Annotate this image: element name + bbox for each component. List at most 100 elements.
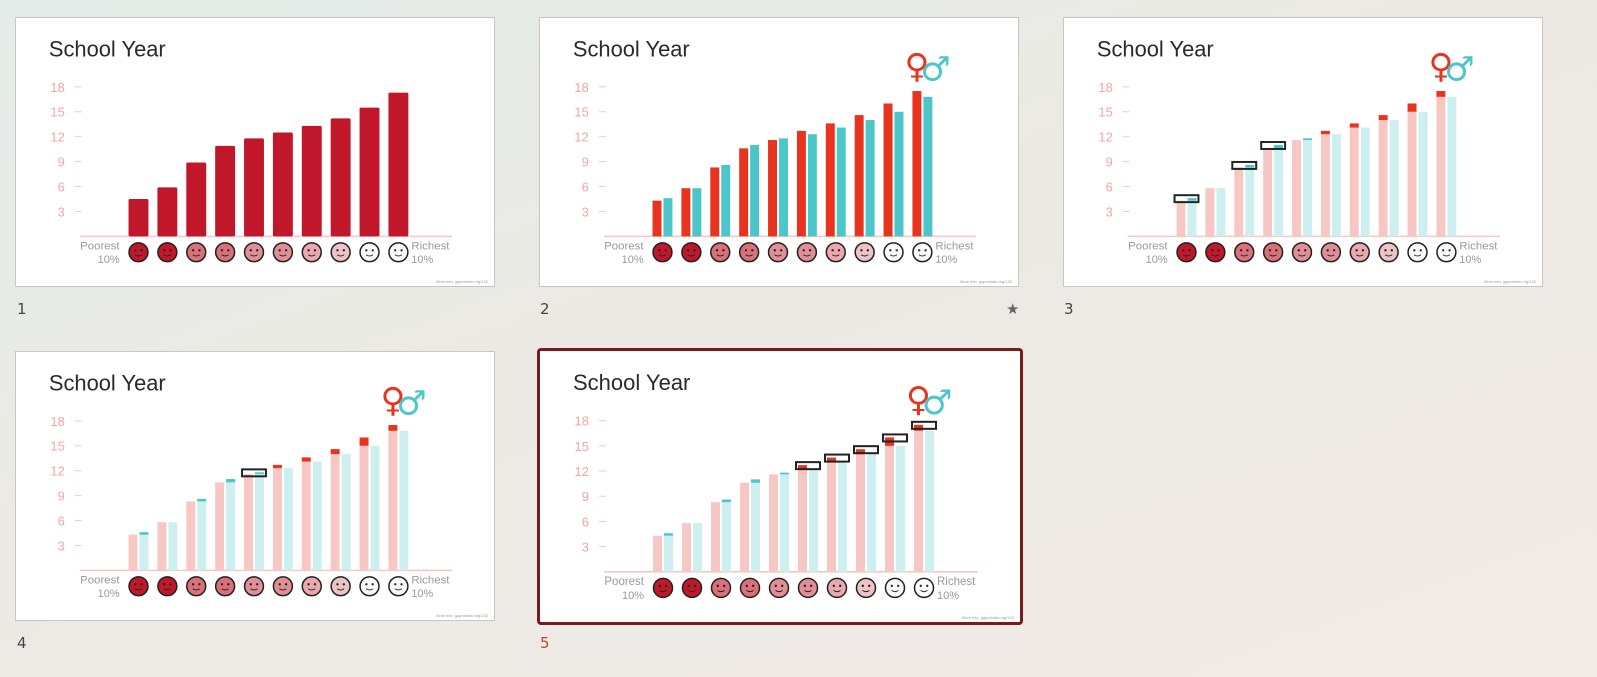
face-icon	[157, 576, 178, 597]
male-bar	[1447, 96, 1457, 237]
face-eye	[400, 583, 403, 586]
female-bar	[1263, 148, 1273, 237]
y-tick-label: 3	[58, 538, 65, 553]
face-mouth	[774, 254, 782, 257]
male-gap-bar	[664, 533, 673, 536]
female-gap-bar	[359, 437, 369, 446]
face-icon	[330, 242, 351, 263]
face-circle	[739, 577, 761, 599]
face-circle	[710, 577, 732, 599]
male-gap-bar	[751, 479, 760, 483]
bar	[272, 132, 293, 237]
male-bar	[370, 445, 380, 571]
male-bar	[692, 188, 702, 237]
face-circle	[1349, 242, 1370, 263]
male-gap-bar	[197, 498, 207, 502]
face-circle	[1205, 242, 1226, 263]
face-eye	[686, 249, 690, 252]
face-mouth	[163, 588, 172, 591]
face-eye	[897, 584, 900, 588]
face-circle	[388, 242, 409, 263]
highlight-box	[795, 461, 821, 471]
face-eye	[781, 584, 784, 588]
star-icon[interactable]: ★	[1006, 300, 1020, 318]
face-icon	[1378, 242, 1399, 263]
slide-number-2: 2	[540, 300, 550, 318]
face-mouth	[803, 254, 811, 257]
face-mouth	[833, 589, 841, 593]
face-eye	[744, 249, 748, 252]
face-eye	[723, 584, 726, 588]
male-bar	[923, 96, 933, 237]
face-eye	[694, 584, 697, 588]
richest-label: Richest	[1459, 240, 1498, 252]
face-icon	[825, 242, 846, 263]
female-gap-bar	[330, 449, 340, 455]
male-bar	[1360, 127, 1370, 237]
face-icon	[826, 577, 848, 599]
face-eye	[365, 249, 368, 252]
slide-thumbnail-3[interactable]: School Year 3 6 9 12 15 18 Poorest 10% Richest 10%…	[1063, 17, 1543, 287]
male-gap-bar	[1245, 164, 1255, 168]
face-icon	[1262, 242, 1284, 263]
face-eye	[1384, 249, 1387, 252]
female-gap-bar	[1378, 115, 1388, 121]
face-eye	[774, 584, 777, 588]
male-gap-bar	[780, 472, 789, 475]
face-eye	[773, 249, 777, 252]
face-eye	[895, 249, 898, 252]
face-eye	[140, 249, 143, 252]
face-mouth	[860, 254, 869, 257]
male-bar	[312, 461, 322, 571]
female-bar	[914, 430, 923, 572]
slide-thumbnail-4[interactable]: School Year 3 6 9 12 15 18 Poorest 10% Richest 10%…	[15, 351, 495, 621]
slide-thumbnail-5[interactable]: School Year 3 6 9 12 15 18 Poorest 10% Richest 10%…	[537, 348, 1023, 625]
male-bar	[721, 164, 731, 237]
bar	[301, 125, 322, 237]
female-gap-bar	[798, 465, 807, 469]
chart-svg: School Year 3 6 9 12 15 18 Poorest 10% Richest 10%…	[1097, 37, 1536, 284]
face-mouth	[365, 254, 374, 257]
face-icon	[854, 242, 875, 263]
face-eye	[371, 249, 374, 252]
face-eye	[919, 584, 922, 588]
face-icon	[767, 242, 789, 263]
male-gap-bar	[226, 478, 236, 483]
poorest-percent: 10%	[98, 588, 120, 600]
credit-text: More info: gapminder.org/132	[960, 279, 1012, 284]
richest-percent: 10%	[1459, 254, 1481, 266]
female-gap-bar	[1407, 103, 1417, 112]
slide-thumbnail-2[interactable]: School Year 3 6 9 12 15 18 Poorest 10% Richest 10%…	[539, 17, 1019, 287]
face-icon	[1176, 242, 1197, 263]
richest-percent: 10%	[411, 254, 433, 266]
female-bar	[1320, 134, 1330, 237]
face-icon	[388, 242, 409, 263]
face-circle	[157, 242, 178, 263]
y-tick-label: 9	[582, 489, 589, 504]
male-gap-bar	[722, 499, 731, 503]
female-bar	[128, 534, 138, 571]
slide-title: School Year	[573, 37, 690, 62]
male-bar	[226, 478, 236, 571]
face-mouth	[687, 254, 696, 257]
bar	[215, 145, 236, 237]
y-tick-label: 15	[50, 105, 64, 120]
face-circle	[1291, 242, 1313, 263]
face-eye	[664, 249, 667, 252]
face-eye	[752, 584, 755, 588]
highlight-box	[1173, 194, 1200, 204]
face-mouth	[862, 589, 870, 593]
y-tick-label: 15	[1098, 105, 1112, 120]
female-bar	[157, 522, 167, 571]
female-gap-bar	[388, 425, 398, 431]
female-gap-bar	[914, 424, 923, 431]
female-gap-bar	[272, 464, 282, 469]
male-gap-bar	[1274, 144, 1284, 149]
face-eye	[278, 583, 281, 586]
y-tick-label: 6	[1106, 180, 1113, 195]
slide-thumbnail-1[interactable]: School Year 3 6 9 12 15 18 Poorest 10% Richest 10%…	[15, 17, 495, 287]
face-icon	[797, 577, 819, 599]
y-tick-label: 18	[575, 414, 589, 429]
face-eye	[198, 249, 201, 252]
female-bar	[1349, 127, 1359, 237]
